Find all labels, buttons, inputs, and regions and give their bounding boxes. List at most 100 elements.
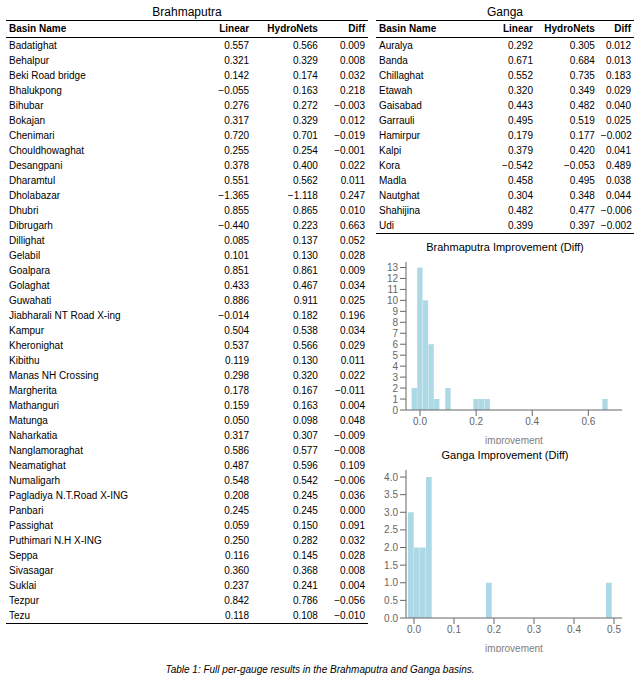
html-text:Dillighat: Dillighat	[9, 235, 45, 246]
html-text:Badatighat: Badatighat	[9, 40, 57, 51]
html-text:0.566: 0.566	[292, 40, 318, 51]
html-text:−0.003: −0.003	[334, 100, 365, 111]
svg-text:6: 6	[392, 339, 398, 350]
html-text:0.254: 0.254	[292, 145, 318, 156]
svg-text:0.0: 0.0	[413, 416, 427, 427]
svg-text:0.3: 0.3	[527, 624, 541, 635]
html-text:0.400: 0.400	[292, 160, 318, 171]
html-text:0.663: 0.663	[340, 220, 365, 231]
html-text:−0.001: −0.001	[334, 145, 365, 156]
html-text:Beki Road bridge: Beki Road bridge	[9, 70, 86, 81]
svg-text:0.6: 0.6	[581, 416, 595, 427]
svg-text:9: 9	[392, 306, 398, 317]
svg-text:improvement: improvement	[485, 643, 543, 652]
svg-text:improvement: improvement	[485, 435, 543, 444]
html-text:0.223: 0.223	[292, 220, 318, 231]
html-text:0.011: 0.011	[340, 175, 365, 186]
svg-text:13: 13	[387, 262, 399, 273]
html-text:0.009: 0.009	[340, 40, 365, 51]
html-text:0.163: 0.163	[292, 85, 318, 96]
html-text:0.012: 0.012	[340, 115, 365, 126]
html-text:Gelabil: Gelabil	[9, 250, 41, 261]
html-text:0.255: 0.255	[224, 145, 250, 156]
html-text:Bhalukpong: Bhalukpong	[9, 85, 62, 96]
svg-text:3.0: 3.0	[384, 507, 398, 518]
html-text:Bihubar: Bihubar	[9, 100, 44, 111]
html-text:−1.365: −1.365	[218, 190, 250, 201]
html-text:Bokajan: Bokajan	[9, 115, 46, 126]
html-text:0.551: 0.551	[224, 175, 250, 186]
html-text:Desangpani: Desangpani	[9, 160, 63, 171]
svg-text:1.0: 1.0	[384, 577, 398, 588]
svg-text:7: 7	[392, 328, 398, 339]
html-text:Ganga: Ganga	[487, 5, 523, 19]
html-text:0.008: 0.008	[340, 55, 365, 66]
svg-text:1: 1	[392, 394, 398, 405]
html-text:−0.019: −0.019	[334, 130, 365, 141]
html-text:0.085: 0.085	[224, 235, 250, 246]
html-text:0.378: 0.378	[224, 160, 250, 171]
html-text:HydroNets: HydroNets	[267, 23, 318, 34]
svg-text:0.4: 0.4	[567, 624, 581, 635]
html-text:−1.118: −1.118	[287, 190, 318, 201]
html-text:Chouldhowaghat: Chouldhowaghat	[9, 145, 85, 156]
html-text:0.052: 0.052	[340, 235, 365, 246]
svg-text:0.2: 0.2	[469, 416, 483, 427]
html-text:Dholabazar: Dholabazar	[9, 190, 61, 201]
html-text:Dharamtul: Dharamtul	[9, 175, 56, 186]
svg-text:3.5: 3.5	[384, 489, 398, 500]
svg-text:0.5: 0.5	[607, 624, 621, 635]
html-text:0.720: 0.720	[224, 130, 250, 141]
svg-text:12: 12	[387, 273, 399, 284]
html-text:0.247: 0.247	[340, 190, 365, 201]
html-text:0.010: 0.010	[340, 205, 365, 216]
svg-text:0.0: 0.0	[407, 624, 421, 635]
html-text:0.329: 0.329	[292, 115, 318, 126]
svg-text:4: 4	[392, 361, 398, 372]
html-text:0.562: 0.562	[292, 175, 318, 186]
svg-text:3: 3	[392, 372, 398, 383]
svg-text:5: 5	[392, 350, 398, 361]
html-text:0.272: 0.272	[292, 100, 318, 111]
html-text:0.022: 0.022	[340, 160, 365, 171]
html-text:0.557: 0.557	[224, 40, 250, 51]
html-text:0.218: 0.218	[340, 85, 365, 96]
html-text:Linear: Linear	[219, 23, 250, 34]
html-text:Dhubri: Dhubri	[9, 205, 39, 216]
html-text:Chenimari: Chenimari	[9, 130, 55, 141]
svg-text:0.2: 0.2	[487, 624, 501, 635]
html-text:0.329: 0.329	[292, 55, 318, 66]
svg-text:11: 11	[388, 284, 399, 295]
svg-text:0.5: 0.5	[384, 595, 398, 606]
html-text:Brahmaputra Improvement (Diff): Brahmaputra Improvement (Diff)	[426, 241, 584, 253]
svg-text:8: 8	[392, 317, 398, 328]
html-text:Dibrugarh: Dibrugarh	[9, 220, 53, 231]
html-text:0.865: 0.865	[292, 205, 318, 216]
html-text:0.032: 0.032	[340, 70, 365, 81]
html-text:−0.440: −0.440	[218, 220, 250, 231]
html-text:Ganga Improvement (Diff): Ganga Improvement (Diff)	[441, 449, 569, 461]
svg-text:2: 2	[392, 383, 398, 394]
svg-text:10: 10	[387, 295, 399, 306]
html-text:0.137: 0.137	[292, 235, 318, 246]
html-text:0.174: 0.174	[292, 70, 318, 81]
html-text:Basin Name: Basin Name	[9, 23, 67, 34]
svg-text:0: 0	[392, 405, 398, 416]
svg-text:2.5: 2.5	[384, 524, 398, 535]
html-text:0.276: 0.276	[224, 100, 250, 111]
svg-text:0.1: 0.1	[447, 624, 461, 635]
html-text:Brahmaputra: Brahmaputra	[152, 5, 222, 19]
html-text:Behalpur: Behalpur	[9, 55, 49, 66]
html-text:0.701: 0.701	[292, 130, 318, 141]
html-text:0.317: 0.317	[224, 115, 250, 126]
svg-text:4.0: 4.0	[384, 472, 398, 483]
html-text:−0.055: −0.055	[218, 85, 250, 96]
svg-text:1.5: 1.5	[384, 560, 398, 571]
svg-text:0.0: 0.0	[384, 613, 398, 624]
html-text:Diff: Diff	[348, 23, 365, 34]
svg-text:0.4: 0.4	[525, 416, 539, 427]
html-text:0.142: 0.142	[224, 70, 250, 81]
svg-text:2.0: 2.0	[384, 542, 398, 553]
html-text:0.855: 0.855	[224, 205, 250, 216]
html-text:0.321: 0.321	[224, 55, 250, 66]
